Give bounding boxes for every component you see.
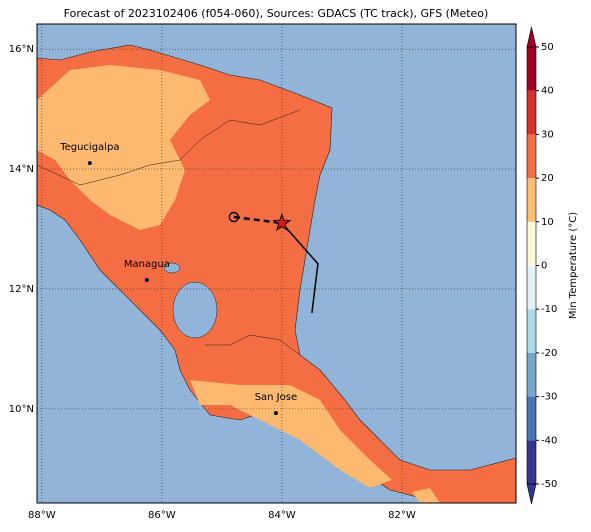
colorbar-band	[527, 90, 536, 135]
city-marker	[273, 411, 278, 416]
warm-region	[37, 65, 210, 230]
x-tick-label: 82°W	[388, 510, 416, 521]
colorbar-tick-label: -20	[541, 348, 557, 359]
colorbar: -50 -40 -30 -20 -10 0 10 20 30 40 50 Min Temperatur…	[526, 26, 579, 505]
colorbar-band	[527, 47, 536, 91]
colorbar-tick-label: 40	[541, 86, 554, 97]
colorbar-band	[527, 309, 536, 353]
x-tick-label: 88°W	[28, 510, 56, 521]
warm-region	[412, 488, 440, 503]
colorbar-tick-label: 20	[541, 173, 554, 184]
map-area: Tegucigalpa Managua San Jose	[37, 24, 516, 503]
map-title: Forecast of 2023102406 (f054-060), Sourc…	[64, 7, 489, 20]
colorbar-tick-label: -30	[541, 392, 557, 403]
colorbar-band	[527, 134, 536, 179]
border	[37, 109, 301, 186]
current-position	[272, 213, 292, 232]
x-tick-label: 86°W	[148, 510, 176, 521]
track-past	[281, 222, 319, 314]
colorbar-extend-bottom	[526, 483, 537, 505]
frame	[36, 23, 517, 504]
track-forecast	[233, 215, 283, 225]
lake	[163, 262, 181, 274]
colorbar-tick-label: -50	[541, 479, 557, 490]
colorbar-tick-label: 50	[541, 42, 554, 53]
colorbar-tick-label: 0	[541, 261, 547, 272]
colorbar-band	[527, 221, 536, 266]
y-tick-label: 16°N	[9, 44, 34, 55]
axes: 88°W 86°W 84°W 82°W 10°N 12°N 14°N 16°N	[9, 44, 416, 521]
colorbar-band	[527, 178, 536, 222]
city-label: San Jose	[255, 392, 297, 403]
warm-region	[190, 380, 392, 488]
city-marker	[144, 277, 149, 282]
y-tick-label: 14°N	[9, 164, 34, 175]
colorbar-extend-top	[526, 26, 537, 48]
overlay: Tegucigalpa Managua San Jose	[59, 142, 319, 416]
colorbar-band	[527, 265, 536, 310]
grid	[37, 24, 516, 503]
y-tick-label: 12°N	[9, 284, 34, 295]
colorbar-band	[527, 396, 536, 441]
colorbar-tick-label: -10	[541, 304, 557, 315]
border	[205, 334, 301, 356]
colorbar-band	[527, 352, 536, 397]
colorbar-band	[527, 440, 536, 484]
city-label: Managua	[124, 259, 170, 270]
city-marker	[87, 161, 92, 166]
city-label: Tegucigalpa	[59, 142, 119, 153]
colorbar-tick-label: 30	[541, 129, 554, 140]
colorbar-tick-label: -40	[541, 435, 557, 446]
colorbar-label: Min Temperature (°C)	[568, 212, 579, 319]
x-tick-label: 84°W	[268, 510, 296, 521]
y-tick-label: 10°N	[9, 404, 34, 415]
lake	[172, 281, 218, 339]
forecast-position	[228, 211, 240, 223]
colorbar-tick-label: 10	[541, 217, 554, 228]
